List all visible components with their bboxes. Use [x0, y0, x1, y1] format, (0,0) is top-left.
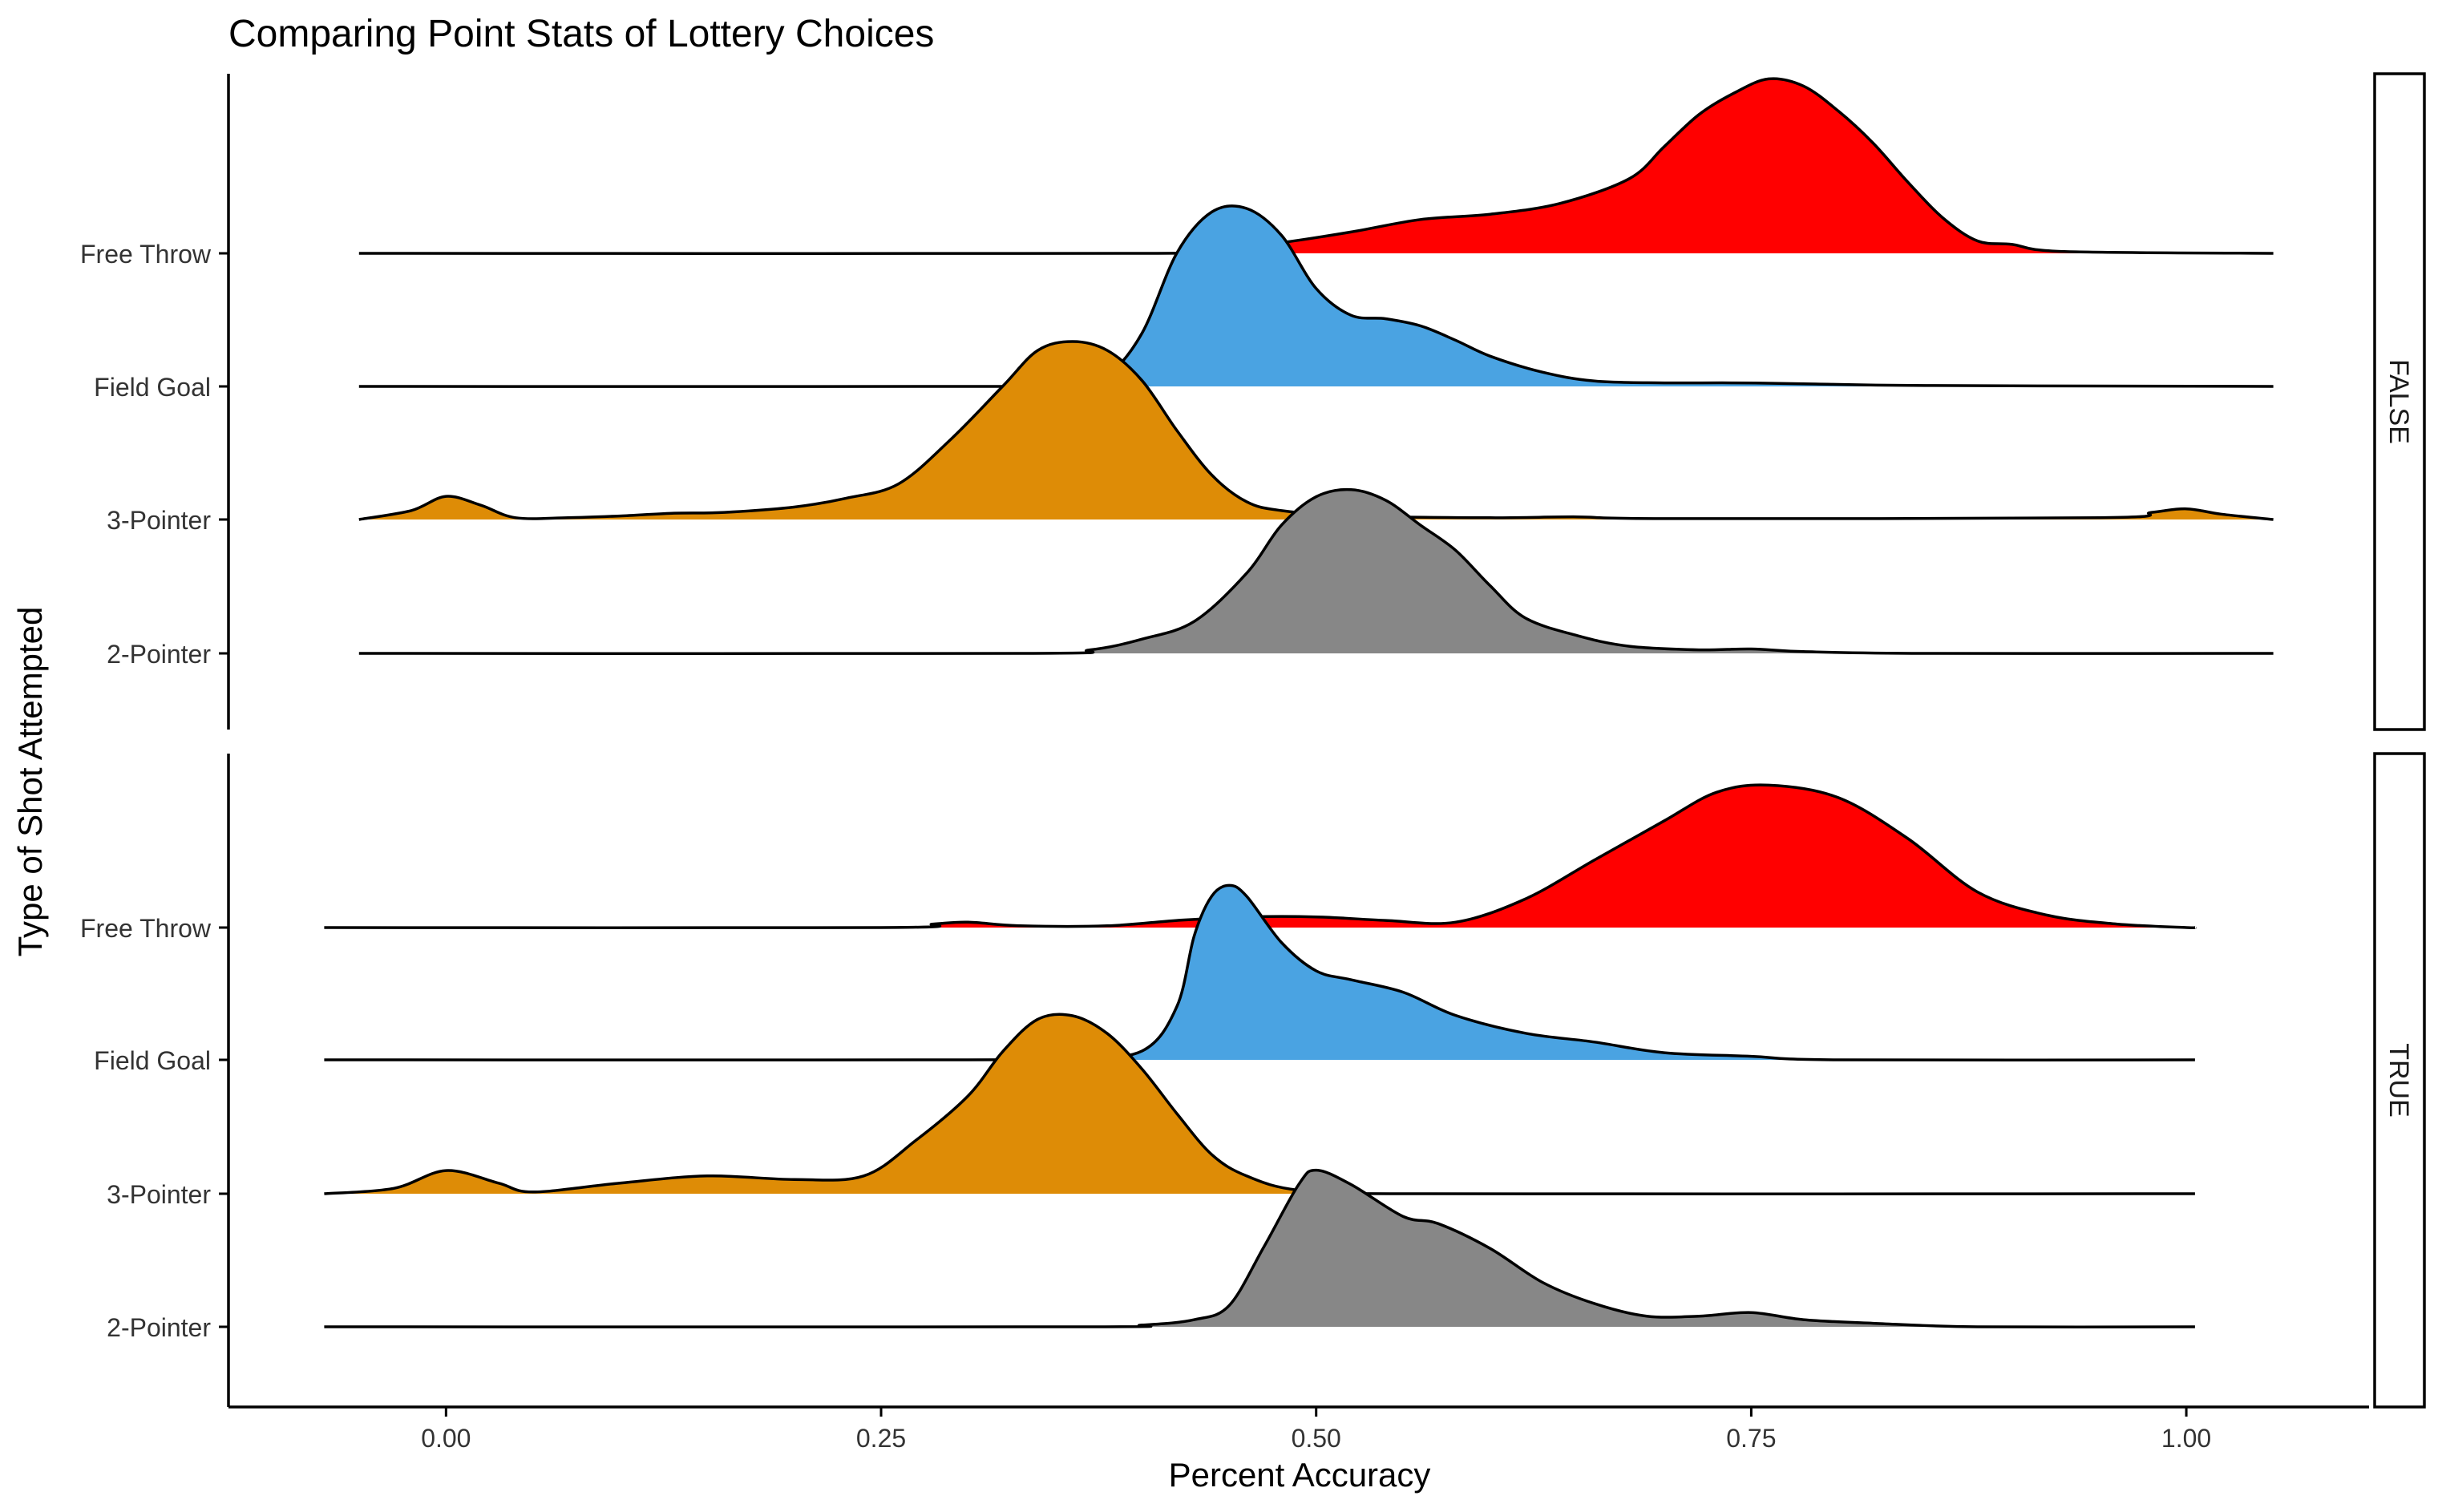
x-tick-label: 0.25 — [856, 1424, 906, 1453]
y-tick-label: Free Throw — [80, 914, 212, 943]
ridge-3-pointer — [358, 340, 2274, 521]
ridge-outline — [358, 340, 2274, 521]
y-tick-label: Free Throw — [80, 240, 212, 269]
facet-false: 2-Pointer 3-Pointer Field Goal Free Throw FA… — [80, 72, 2426, 731]
ridge-free-throw — [324, 783, 2197, 930]
ridge-fill — [358, 489, 2274, 654]
y-axis-label: Type of Shot Attempted — [11, 607, 49, 957]
x-axis: 0.00 0.25 0.50 0.75 1.00 — [228, 1405, 2369, 1453]
ridge-2-pointer — [324, 1168, 2195, 1329]
x-axis-label: Percent Accuracy — [1169, 1456, 1431, 1494]
x-tick-label: 0.00 — [421, 1424, 471, 1453]
y-tick-label: 2-Pointer — [107, 1313, 211, 1342]
y-tick-label: Field Goal — [94, 1046, 211, 1075]
chart-title: Comparing Point Stats of Lottery Choices — [228, 13, 934, 55]
ridge-fill — [324, 1170, 2195, 1328]
facet-true: 2-Pointer 3-Pointer Field Goal Free Throw TR… — [80, 752, 2426, 1409]
x-tick-label: 0.50 — [1292, 1424, 1341, 1453]
ridge-fill — [358, 205, 2274, 387]
x-tick-label: 0.75 — [1726, 1424, 1776, 1453]
ridge-fill — [324, 885, 2195, 1061]
y-tick-label: 2-Pointer — [107, 640, 211, 669]
facet-strip — [2373, 72, 2426, 731]
facet-label: FALSE — [2383, 359, 2414, 444]
x-tick-label: 1.00 — [2161, 1424, 2211, 1453]
ridge-2-pointer — [358, 487, 2274, 656]
facet-strip — [2373, 752, 2426, 1409]
y-tick-label: 3-Pointer — [107, 506, 211, 535]
y-tick-label: Field Goal — [94, 373, 211, 402]
ridge-outline — [358, 487, 2274, 656]
ridge-fill — [324, 785, 2196, 928]
y-tick-label: 3-Pointer — [107, 1180, 211, 1209]
facets: 2-Pointer 3-Pointer Field Goal Free Throw FA… — [80, 72, 2426, 1409]
ridge-outline — [324, 783, 2197, 930]
facet-label: TRUE — [2383, 1043, 2414, 1118]
ridge-outline — [324, 1168, 2195, 1329]
ridge-fill — [358, 79, 2274, 254]
